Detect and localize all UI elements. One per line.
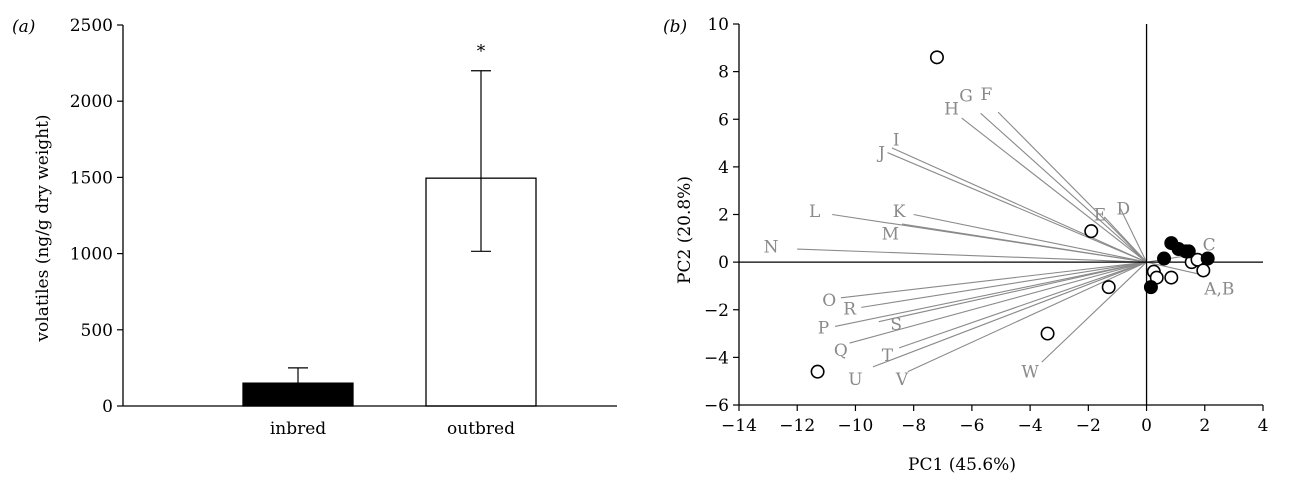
pca-y-tick-label: −6 bbox=[704, 396, 729, 416]
loading-label: I bbox=[893, 130, 900, 150]
loading-label: C bbox=[1203, 235, 1216, 255]
loading-label: T bbox=[882, 346, 894, 366]
bar-y-tick-label: 2000 bbox=[70, 92, 113, 112]
loading-vector bbox=[961, 117, 1147, 263]
loading-vectors bbox=[797, 111, 1200, 373]
loading-label: P bbox=[818, 319, 829, 339]
loading-label: M bbox=[882, 225, 899, 245]
loading-label: R bbox=[843, 300, 857, 320]
pca-x-tick-label: −12 bbox=[779, 416, 815, 436]
loading-vector bbox=[797, 248, 1147, 263]
pca-x-tick-label: −14 bbox=[721, 416, 757, 436]
pca-y-tick-label: 10 bbox=[707, 15, 729, 35]
open-point bbox=[1101, 280, 1116, 295]
loading-vector bbox=[980, 112, 1147, 263]
bar-inbred bbox=[242, 382, 354, 407]
loading-label: G bbox=[959, 86, 973, 106]
loading-label: J bbox=[876, 144, 885, 164]
loading-vector bbox=[1041, 261, 1147, 363]
pca-x-tick-label: −2 bbox=[1076, 416, 1101, 436]
loading-vector bbox=[898, 261, 1147, 349]
loading-label: U bbox=[848, 370, 862, 390]
loading-vector bbox=[1119, 208, 1148, 263]
pca-x-tick-label: 2 bbox=[1199, 416, 1210, 436]
loading-label: O bbox=[822, 291, 836, 311]
open-point bbox=[1084, 224, 1099, 239]
pca-y-tick-label: 6 bbox=[718, 110, 729, 130]
panel-a-label: (a) bbox=[12, 17, 35, 37]
loading-vector bbox=[887, 152, 1147, 263]
pca-y-tick-label: −4 bbox=[704, 348, 729, 368]
pca-x-tick-label: −8 bbox=[901, 416, 926, 436]
bar-y-tick-label: 1000 bbox=[70, 245, 113, 265]
loading-label: A,B bbox=[1203, 279, 1234, 299]
loading-label: E bbox=[1094, 206, 1106, 226]
filled-point bbox=[1181, 244, 1196, 259]
open-point bbox=[929, 50, 944, 65]
loading-label: Q bbox=[834, 341, 848, 361]
loading-label: L bbox=[809, 202, 820, 222]
bar-y-ticks: 0 500 1000 1500 2000 2500 bbox=[70, 16, 123, 417]
sample-points bbox=[810, 50, 1215, 379]
pca-biplot-panel: (b) PC2 (20.8%) PC1 (45.6%) A,B C DE FGH IJ K… bbox=[663, 15, 1268, 475]
filled-point bbox=[1200, 251, 1215, 266]
significance-marker: * bbox=[477, 42, 486, 62]
loading-vector bbox=[901, 223, 1147, 263]
loading-vector bbox=[872, 261, 1147, 368]
pca-y-tick-label: 0 bbox=[718, 253, 729, 273]
loading-label: D bbox=[1116, 200, 1130, 220]
pca-y-tick-label: 4 bbox=[718, 158, 729, 178]
open-point bbox=[810, 364, 825, 379]
loading-vector bbox=[861, 261, 1147, 308]
pca-x-tick-label: −4 bbox=[1018, 416, 1043, 436]
loading-vector bbox=[834, 261, 1147, 327]
loading-label: F bbox=[981, 85, 993, 105]
loading-label: K bbox=[893, 202, 906, 222]
open-point bbox=[1164, 270, 1179, 285]
loading-label: H bbox=[944, 100, 959, 120]
loading-vector bbox=[997, 111, 1147, 263]
open-point bbox=[1196, 263, 1211, 278]
bar-y-axis-title: volatiles (ng/g dry weight) bbox=[33, 114, 53, 342]
pca-y-axis-title: PC2 (20.8%) bbox=[675, 176, 695, 284]
loading-label: S bbox=[890, 315, 902, 335]
pca-x-tick-label: 4 bbox=[1258, 416, 1269, 436]
loading-label: V bbox=[895, 370, 909, 390]
pca-x-tick-label: −6 bbox=[959, 416, 984, 436]
pca-y-tick-label: 8 bbox=[718, 63, 729, 83]
bar-y-tick-label: 0 bbox=[102, 397, 113, 417]
loading-label: W bbox=[1021, 363, 1039, 383]
loading-vector bbox=[891, 147, 1147, 263]
loading-labels: A,B C DE FGH IJ K L M N OPQ R STU V W bbox=[764, 85, 1235, 390]
loading-vector bbox=[878, 261, 1147, 323]
bar-chart-panel: (a) volatiles (ng/g dry weight) 0 500 1000… bbox=[12, 16, 617, 439]
loading-vector bbox=[849, 261, 1147, 344]
filled-point bbox=[1143, 280, 1158, 295]
bar-category-label: outbred bbox=[447, 419, 515, 439]
panel-b-label: (b) bbox=[663, 17, 687, 37]
pca-y-tick-label: −2 bbox=[704, 301, 729, 321]
loading-vector bbox=[913, 213, 1147, 263]
bar-y-tick-label: 500 bbox=[81, 321, 113, 341]
pca-ticks: −14 −12 −10 −8 −6 −4 −2 0 2 4 −6 −4 −2 0 2 4 6 8 10 bbox=[704, 15, 1268, 436]
loading-label: N bbox=[764, 238, 779, 258]
open-point bbox=[1040, 326, 1055, 341]
filled-point bbox=[1157, 251, 1172, 266]
loading-vector bbox=[840, 261, 1147, 299]
bar-category-label: inbred bbox=[270, 419, 326, 439]
bar-y-tick-label: 2500 bbox=[70, 16, 113, 36]
pca-y-tick-label: 2 bbox=[718, 206, 729, 226]
pca-x-tick-label: 0 bbox=[1141, 416, 1152, 436]
bars bbox=[242, 70, 537, 407]
bar-category-labels: inbred outbred bbox=[270, 419, 515, 439]
loading-vector bbox=[1146, 261, 1200, 275]
bar-y-tick-label: 1500 bbox=[70, 168, 113, 188]
pca-x-tick-label: −10 bbox=[837, 416, 873, 436]
pca-x-axis-title: PC1 (45.6%) bbox=[908, 455, 1016, 475]
loading-vector bbox=[907, 261, 1147, 373]
